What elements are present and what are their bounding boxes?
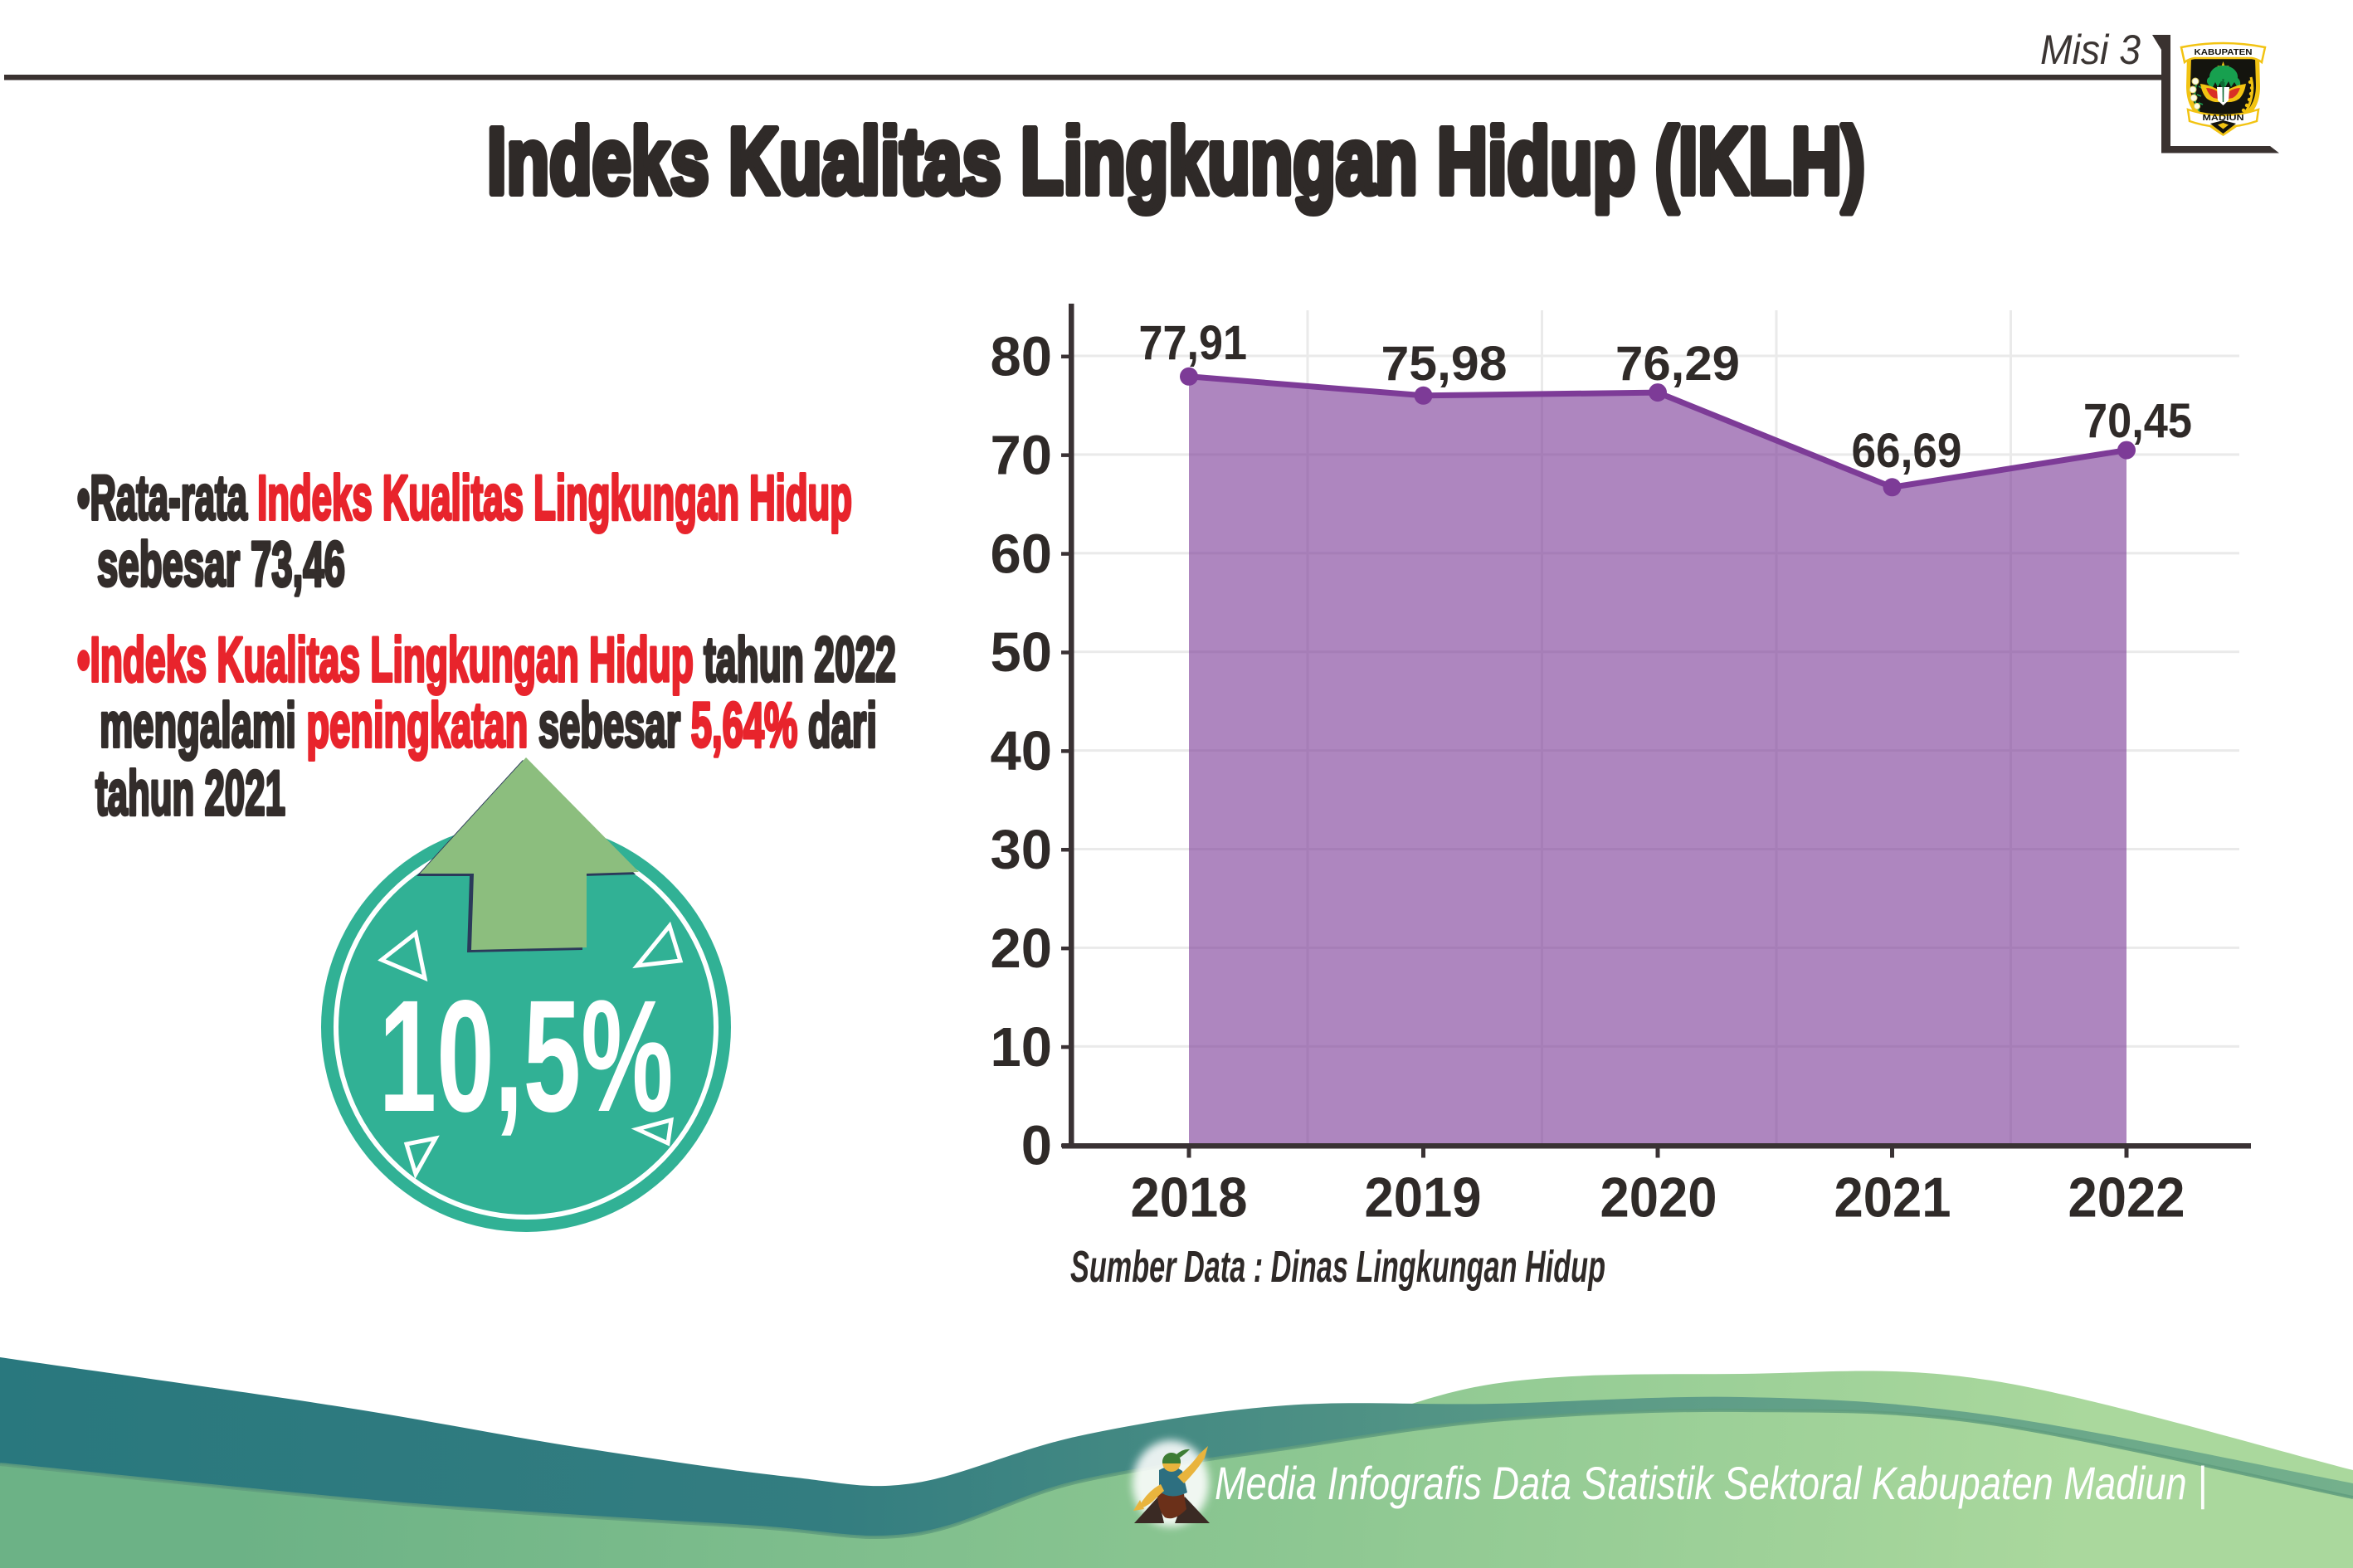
svg-text:2020: 2020	[1600, 1166, 1717, 1230]
svg-text:76,29: 76,29	[1615, 337, 1740, 391]
svg-text:Indeks Kualitas Lingkungan Hid: Indeks Kualitas Lingkungan Hidup	[257, 463, 852, 533]
svg-text:0: 0	[1021, 1115, 1052, 1177]
svg-text:60: 60	[990, 523, 1052, 585]
svg-text:50: 50	[990, 621, 1052, 684]
svg-text:KABUPATEN: KABUPATEN	[2195, 47, 2253, 57]
svg-text:peningkatan: peningkatan	[306, 690, 528, 761]
svg-text:mengalami: mengalami	[100, 690, 306, 761]
svg-text:Sumber Data : Dinas Lingkungan: Sumber Data : Dinas Lingkungan Hidup	[1070, 1242, 1605, 1292]
svg-text:80: 80	[990, 326, 1052, 388]
svg-text:40: 40	[990, 720, 1052, 782]
svg-text:dari: dari	[797, 690, 877, 761]
svg-text:2018: 2018	[1131, 1166, 1248, 1230]
svg-text:5,64%: 5,64%	[691, 690, 798, 761]
svg-text:Indeks Kualitas Lingkungan Hid: Indeks Kualitas Lingkungan Hidup	[90, 625, 694, 695]
svg-text:tahun 2022: tahun 2022	[694, 625, 896, 695]
svg-text:sebesar 73,46: sebesar 73,46	[97, 529, 345, 600]
svg-text:•: •	[77, 625, 90, 695]
svg-text:66,69: 66,69	[1852, 424, 1962, 478]
svg-text:Indeks Kualitas Lingkungan Hid: Indeks Kualitas Lingkungan Hidup (IKLH)	[487, 109, 1865, 213]
svg-text:2019: 2019	[1365, 1166, 1482, 1230]
svg-text:Media Infografis Data Statisti: Media Infografis Data Statistik Sektoral…	[1215, 1457, 2207, 1510]
svg-text:70,45: 70,45	[2083, 394, 2192, 448]
svg-text:77,91: 77,91	[1139, 316, 1248, 370]
svg-text:20: 20	[990, 918, 1052, 980]
svg-text:75,98: 75,98	[1381, 337, 1508, 391]
svg-text:•Rata-rata: •Rata-rata	[77, 463, 257, 533]
svg-text:Misi 3: Misi 3	[2040, 27, 2141, 73]
svg-text:MADIUN: MADIUN	[2203, 113, 2244, 123]
svg-text:10: 10	[990, 1016, 1052, 1079]
svg-text:tahun 2021: tahun 2021	[95, 758, 285, 829]
svg-text:30: 30	[990, 819, 1052, 881]
svg-text:2022: 2022	[2068, 1166, 2185, 1230]
svg-text:10,5%: 10,5%	[379, 967, 674, 1145]
svg-text:70: 70	[990, 424, 1052, 486]
svg-text:2021: 2021	[1834, 1166, 1951, 1230]
svg-text:sebesar: sebesar	[528, 690, 691, 761]
